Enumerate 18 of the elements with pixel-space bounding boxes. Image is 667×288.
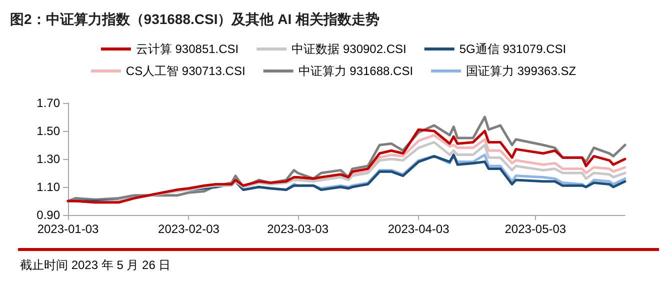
- legend-label: CS人工智 930713.CSI: [126, 64, 246, 78]
- x-tick-label: 2023-03-03: [267, 222, 329, 236]
- y-tick-label: 1.70: [36, 96, 60, 110]
- legend-label: 中证数据 930902.CSI: [292, 42, 406, 56]
- y-tick-label: 0.90: [36, 208, 60, 222]
- x-tick-label: 2023-05-03: [504, 222, 566, 236]
- y-tick-label: 1.30: [36, 152, 60, 166]
- legend-label: 云计算 930851.CSI: [136, 42, 239, 56]
- y-tick-label: 1.10: [36, 180, 60, 194]
- x-tick-label: 2023-01-03: [37, 222, 100, 236]
- y-tick-label: 1.50: [36, 124, 60, 138]
- legend-label: 中证算力 931688.CSI: [298, 64, 414, 78]
- text: 截止时间 2023 年 5 月 26 日: [19, 257, 172, 274]
- x-tick-label: 2023-04-03: [388, 222, 450, 236]
- legend-label: 5G通信 931079.CSI: [459, 42, 566, 56]
- x-tick-label: 2023-02-03: [158, 222, 220, 236]
- legend-label: 国证算力 399363.SZ: [466, 64, 576, 78]
- chart-title: 图2：中证算力指数（931688.CSI）及其他 AI 相关指数走势: [9, 10, 381, 29]
